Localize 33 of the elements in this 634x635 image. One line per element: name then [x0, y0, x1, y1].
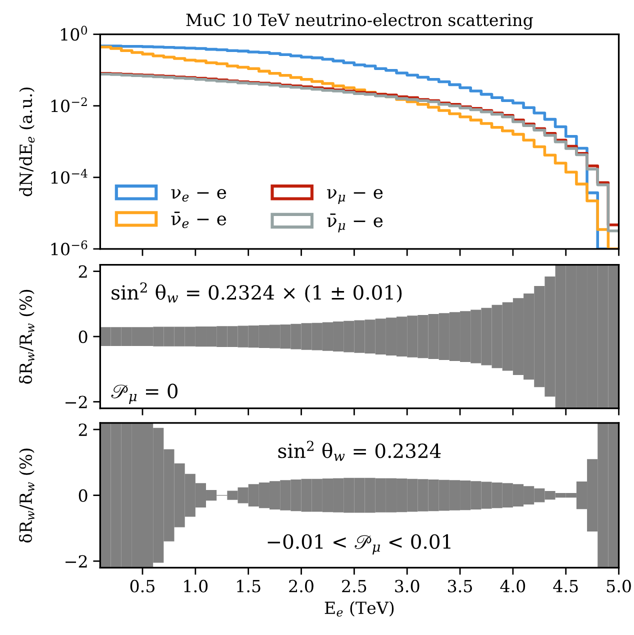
y-tick-label: −2 — [66, 555, 87, 568]
y-tick-label: 2 — [78, 423, 87, 436]
x-tick-label: 1.0 — [184, 580, 208, 592]
y-tick-label: 2 — [78, 265, 87, 278]
x-tick-label: 4.0 — [500, 580, 526, 592]
annotation: sin$^{2}$ θ$_{w}$ = 0.2324 × (1 ± 0.01) — [112, 282, 402, 303]
y-tick-label: 10$^{0}$ — [61, 26, 88, 41]
y-axis-title: dN/dE$_{e}$ (a.u.) — [19, 88, 35, 196]
annotation: 𝒫$_{μ}$ = 0 — [111, 384, 178, 404]
y-tick-label: 0 — [78, 330, 88, 344]
legend-label: ν$_{e}$ − e — [171, 188, 226, 202]
y-axis-title: δR$_{w}$/R$_{w}$ (%) — [19, 290, 34, 384]
y-tick-label: 0 — [78, 489, 88, 502]
y-axis-title: δR$_{w}$/R$_{w}$ (%) — [19, 448, 34, 543]
y-tick-label: 10$^{−6}$ — [51, 240, 88, 256]
annotation: sin$^{2}$ θ$_{w}$ = 0.2324 — [278, 440, 441, 461]
y-tick-label: −2 — [66, 396, 87, 408]
x-tick-label: 5.0 — [606, 580, 631, 592]
x-axis-title: E$_{e}$ (TeV) — [324, 601, 394, 617]
x-tick-label: 4.5 — [553, 580, 578, 592]
x-tick-label: 0.5 — [130, 580, 154, 592]
x-tick-label: 2.5 — [342, 580, 366, 592]
x-tick-label: 3.5 — [448, 580, 472, 592]
chart-title: MuC 10 TeV neutrino-electron scattering — [186, 13, 533, 30]
series-label: ν̄$_{μ}$ − e — [327, 214, 383, 232]
x-tick-label: 2.0 — [289, 580, 314, 592]
legend-label: ν̄$_{e}$ − e — [171, 212, 226, 228]
y-tick-label: 10$^{−4}$ — [51, 168, 88, 184]
annotation: −0.01 < 𝒫$_{μ}$ < 0.01 — [268, 534, 450, 555]
x-tick-label: 3.0 — [395, 580, 420, 592]
y-tick-label: 10$^{−2}$ — [51, 97, 87, 112]
x-tick-label: 1.5 — [237, 580, 260, 592]
series-label: ν$_{μ}$ − e — [327, 188, 383, 204]
